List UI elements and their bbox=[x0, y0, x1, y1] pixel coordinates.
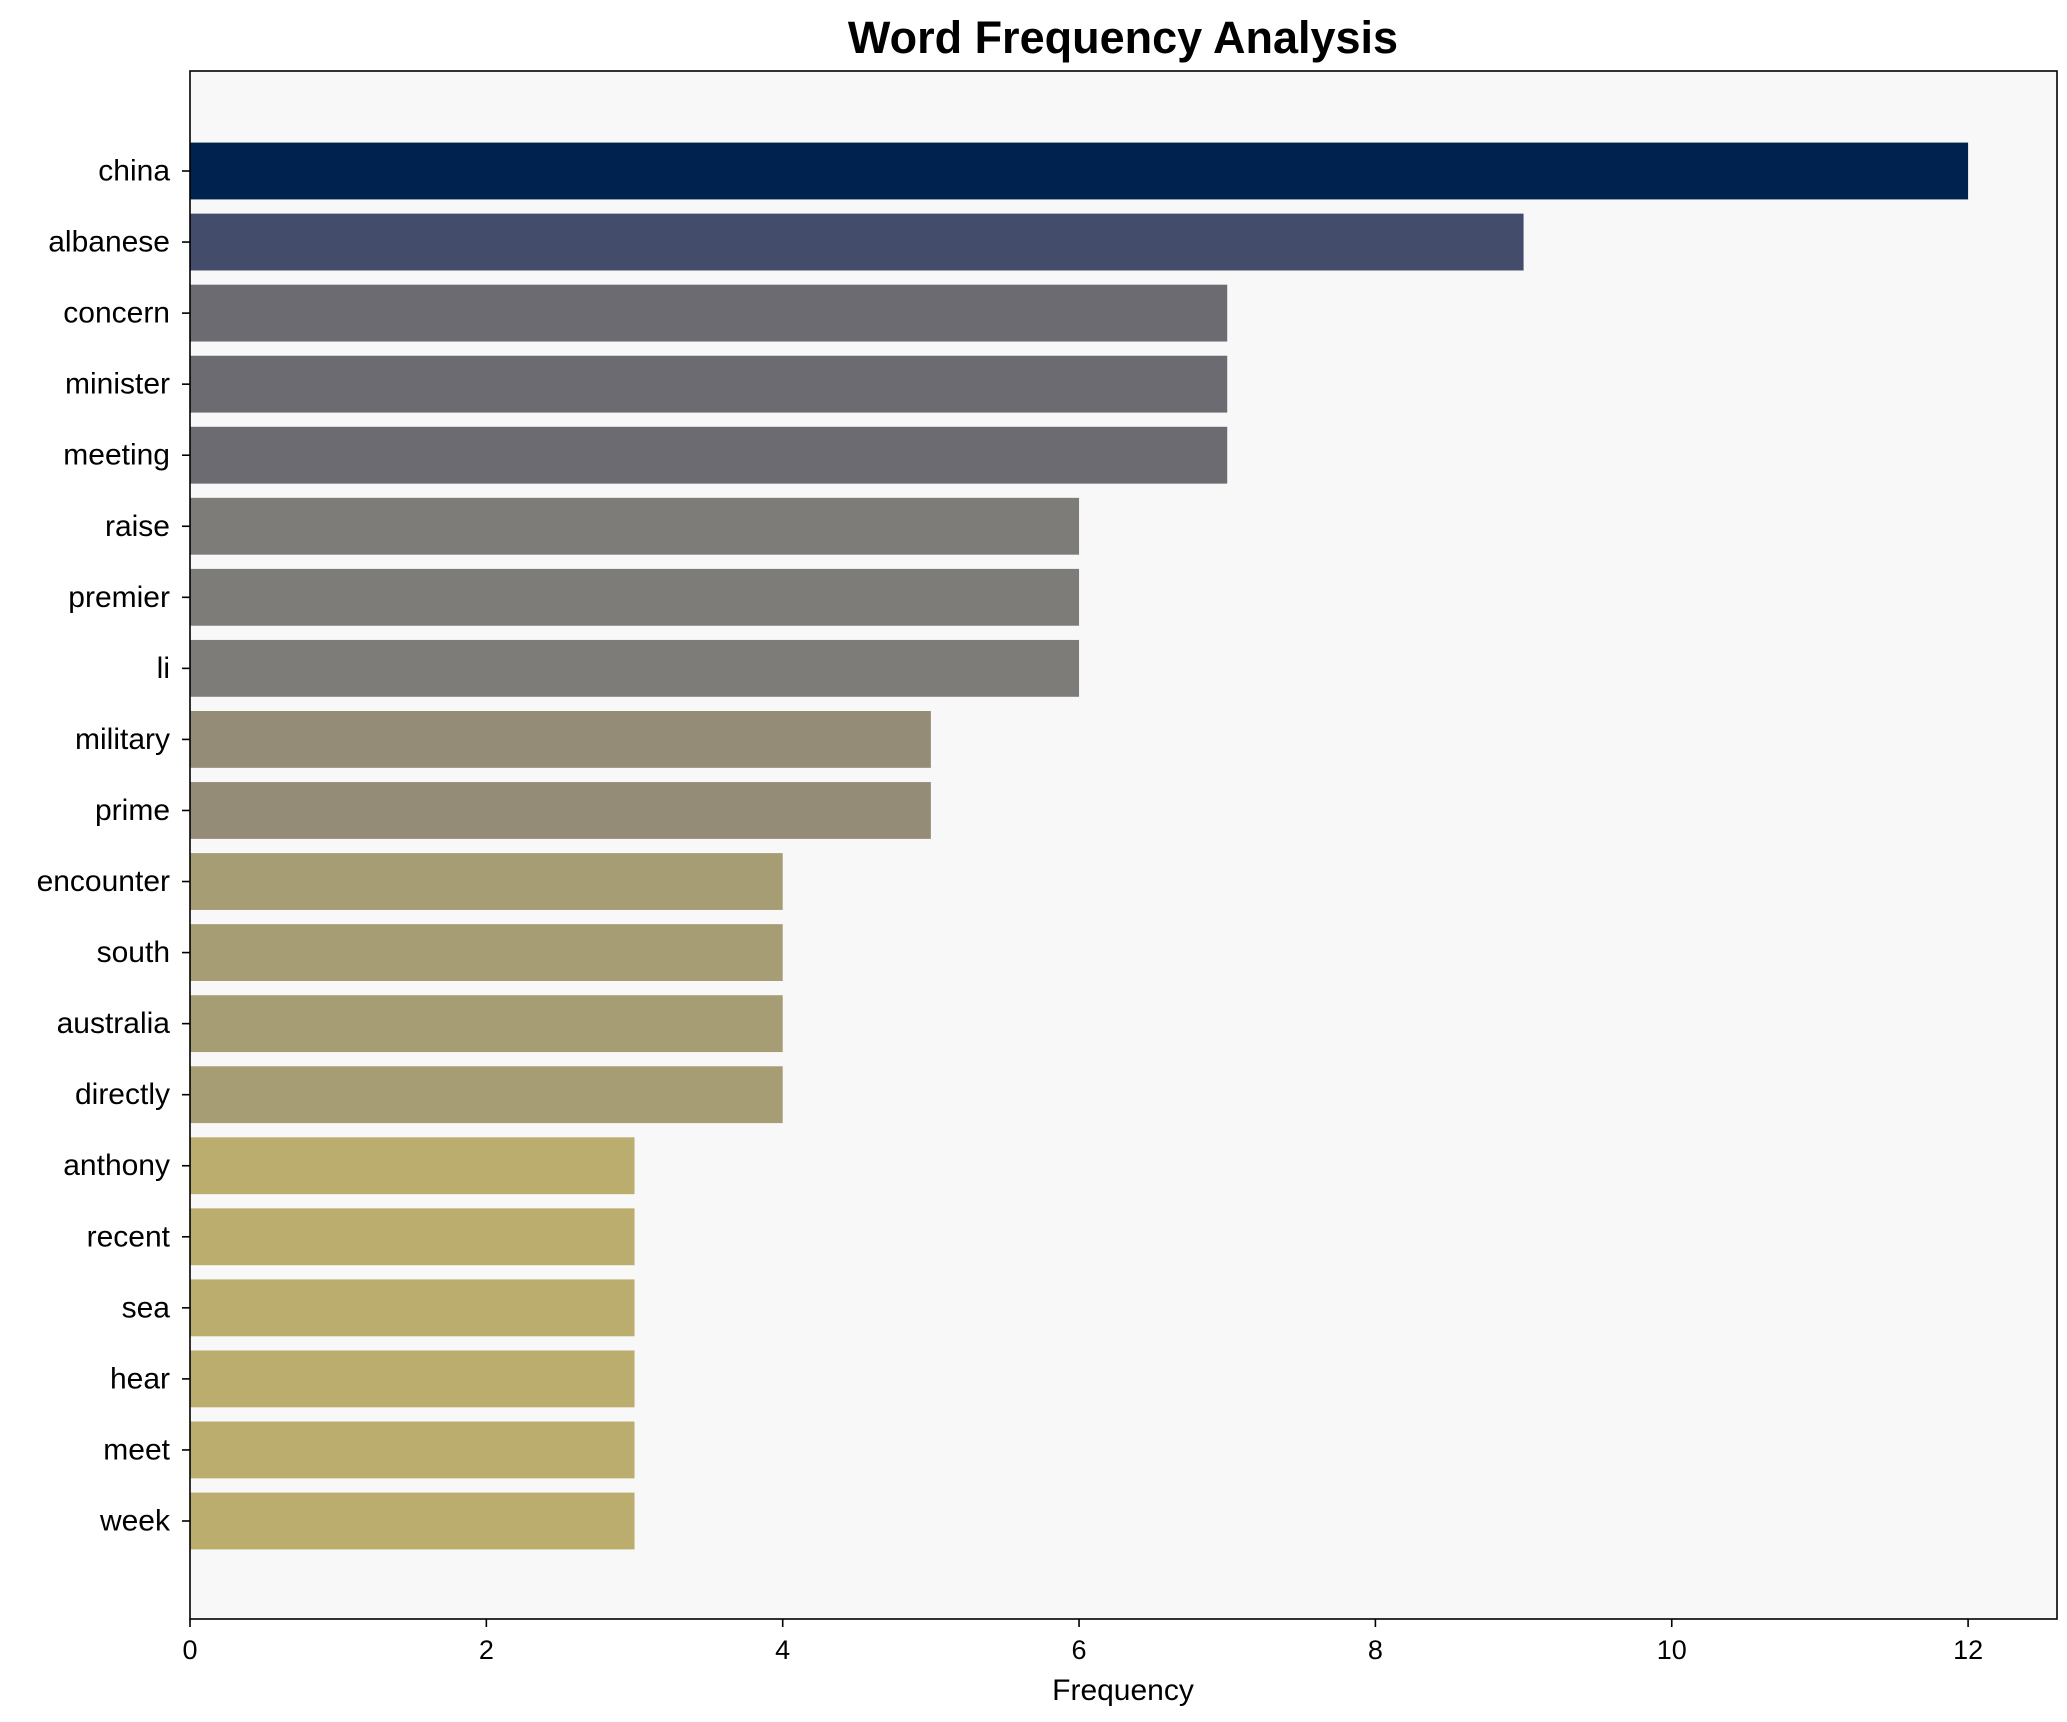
y-tick-label-china: china bbox=[98, 155, 170, 188]
bar-hear bbox=[190, 1350, 635, 1408]
y-tick-label-recent: recent bbox=[87, 1220, 171, 1253]
bar-encounter bbox=[190, 853, 783, 910]
x-tick-label-8: 8 bbox=[1368, 1635, 1383, 1665]
x-tick-label-10: 10 bbox=[1657, 1635, 1687, 1665]
bar-directly bbox=[190, 1066, 783, 1124]
chart-title: Word Frequency Analysis bbox=[848, 12, 1398, 63]
bar-prime bbox=[190, 782, 931, 839]
y-tick-label-premier: premier bbox=[68, 581, 170, 614]
y-tick-label-prime: prime bbox=[95, 794, 170, 827]
y-axis: china albanese concern minister meeting raise… bbox=[37, 155, 190, 1538]
bar-concern bbox=[190, 284, 1228, 342]
y-tick-label-south: south bbox=[97, 936, 170, 969]
bars-group bbox=[190, 142, 1969, 1550]
bar-minister bbox=[190, 355, 1228, 413]
x-tick-label-6: 6 bbox=[1072, 1635, 1087, 1665]
bar-albanese bbox=[190, 213, 1524, 271]
y-tick-label-concern: concern bbox=[63, 297, 170, 330]
x-axis-label: Frequency bbox=[1052, 1674, 1194, 1707]
bar-premier bbox=[190, 568, 1080, 626]
bar-li bbox=[190, 639, 1080, 697]
bar-south bbox=[190, 924, 783, 981]
y-tick-label-raise: raise bbox=[105, 510, 170, 543]
bar-china bbox=[190, 142, 1969, 200]
bar-week bbox=[190, 1492, 635, 1550]
y-tick-label-military: military bbox=[75, 723, 170, 756]
y-tick-label-albanese: albanese bbox=[48, 226, 170, 259]
bar-recent bbox=[190, 1208, 635, 1266]
y-tick-label-week: week bbox=[99, 1505, 171, 1538]
y-tick-label-anthony: anthony bbox=[63, 1149, 170, 1182]
bar-military bbox=[190, 711, 931, 768]
y-tick-label-directly: directly bbox=[75, 1078, 170, 1111]
y-tick-label-meeting: meeting bbox=[63, 439, 170, 472]
y-tick-label-hear: hear bbox=[110, 1362, 170, 1395]
y-tick-label-sea: sea bbox=[122, 1291, 171, 1324]
x-tick-label-4: 4 bbox=[775, 1635, 790, 1665]
y-tick-label-encounter: encounter bbox=[37, 865, 170, 898]
y-tick-label-li: li bbox=[157, 652, 170, 685]
x-tick-label-12: 12 bbox=[1953, 1635, 1983, 1665]
bar-sea bbox=[190, 1279, 635, 1337]
x-tick-label-0: 0 bbox=[182, 1635, 197, 1665]
bar-raise bbox=[190, 497, 1080, 555]
y-tick-label-minister: minister bbox=[65, 368, 170, 401]
x-tick-label-2: 2 bbox=[479, 1635, 494, 1665]
bar-meet bbox=[190, 1421, 635, 1479]
bar-anthony bbox=[190, 1137, 635, 1195]
bar-australia bbox=[190, 995, 783, 1053]
plot-frame bbox=[189, 70, 2058, 1620]
bar-meeting bbox=[190, 426, 1228, 484]
y-tick-label-meet: meet bbox=[103, 1433, 170, 1466]
x-axis: 0 2 4 6 8 10 12 bbox=[182, 1619, 1983, 1665]
y-tick-label-australia: australia bbox=[57, 1007, 171, 1040]
